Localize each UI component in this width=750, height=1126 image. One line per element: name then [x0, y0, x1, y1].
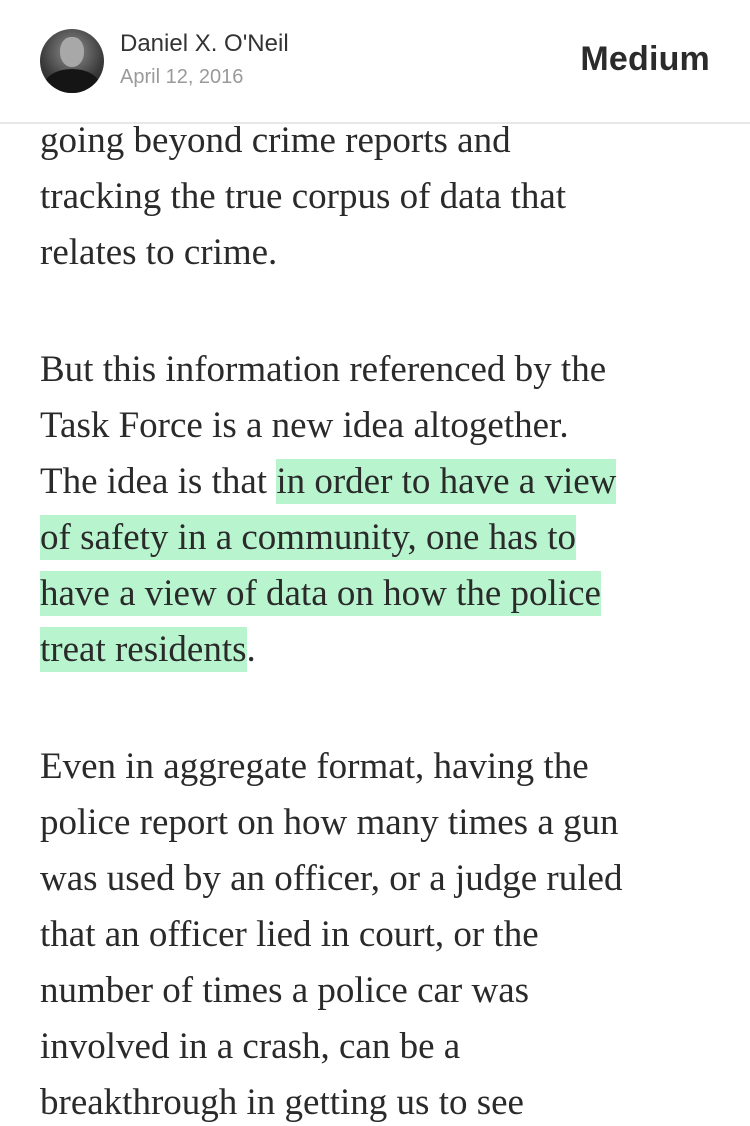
text-line: But this information referenced by the	[40, 349, 607, 390]
text-line: The idea is that in order to have a view	[40, 454, 730, 510]
text-line: was used by an officer, or a judge ruled	[40, 858, 623, 899]
avatar-shoulders-shape	[44, 69, 100, 93]
plain-text: .	[246, 629, 256, 670]
text-line: tracking the true corpus of data that	[40, 176, 567, 217]
highlighted-text[interactable]: of safety in a community, one has to	[40, 515, 577, 560]
text-line: number of times a police car was	[40, 970, 530, 1011]
avatar-head-shape	[60, 37, 84, 67]
text-line: Even in aggregate format, having the	[40, 746, 589, 787]
highlighted-text[interactable]: treat residents	[40, 627, 247, 672]
text-line: that an officer lied in court, or the	[40, 914, 539, 955]
text-line: police report on how many times a gun	[40, 802, 619, 843]
highlighted-text[interactable]: have a view of data on how the police	[40, 571, 601, 616]
paragraph-3: Even in aggregate format, having the pol…	[40, 739, 730, 1126]
medium-logo[interactable]: Medium	[580, 40, 710, 78]
text-line: involved in a crash, can be a	[40, 1026, 461, 1067]
text-line: relates to crime.	[40, 232, 278, 273]
author-name[interactable]: Daniel X. O'Neil	[120, 30, 289, 57]
text-line: going beyond crime reports and	[40, 120, 511, 161]
text-line: Task Force is a new idea altogether.	[40, 405, 569, 446]
article-body: going beyond crime reports and tracking …	[40, 113, 730, 1126]
text-line: treat residents.	[40, 622, 730, 678]
paragraph-1: going beyond crime reports and tracking …	[40, 113, 730, 281]
paragraph-2: But this information referenced by the T…	[40, 342, 730, 678]
text-line: of safety in a community, one has to	[40, 510, 730, 566]
highlighted-text[interactable]: in order to have a view	[276, 459, 617, 504]
author-avatar[interactable]	[40, 29, 104, 93]
text-line: have a view of data on how the police	[40, 566, 730, 622]
text-line: breakthrough in getting us to see	[40, 1082, 524, 1123]
article-header: Daniel X. O'Neil April 12, 2016 Medium	[0, 0, 750, 124]
post-date: April 12, 2016	[120, 66, 244, 88]
plain-text: The idea is that	[40, 461, 277, 502]
